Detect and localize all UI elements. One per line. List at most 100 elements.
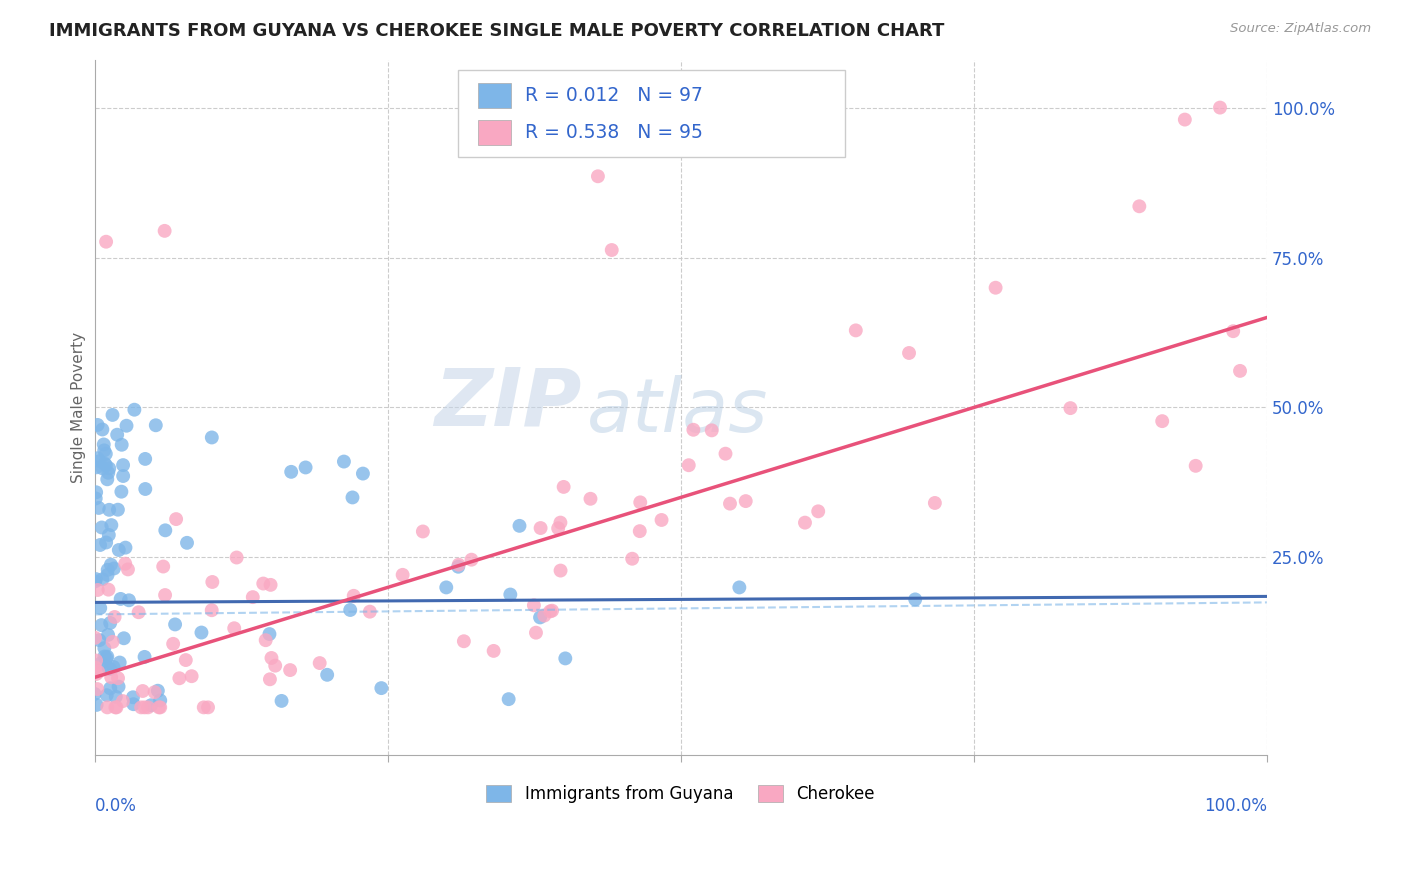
Point (87, 500, 110, 515)
Point (845, 323, 868, 337)
Point (107, 680, 129, 694)
Point (131, 684, 153, 698)
Point (98, 461, 121, 475)
Legend: Immigrants from Guyana, Cherokee: Immigrants from Guyana, Cherokee (479, 778, 882, 810)
Text: 100.0%: 100.0% (1204, 797, 1267, 815)
Point (134, 482, 156, 496)
Point (105, 700, 128, 714)
Text: 0.0%: 0.0% (94, 797, 136, 815)
Point (628, 524, 651, 538)
Point (115, 418, 138, 433)
Point (523, 599, 546, 613)
Point (391, 567, 413, 582)
Point (1229, 364, 1251, 378)
Point (259, 673, 281, 687)
Text: ZIP: ZIP (433, 365, 581, 443)
Point (87, 582, 110, 597)
Point (104, 690, 127, 704)
Point (342, 491, 364, 505)
Point (1059, 401, 1081, 416)
Point (108, 656, 131, 670)
Point (93, 457, 115, 471)
Point (87, 665, 110, 679)
Point (498, 692, 520, 706)
Point (84, 660, 107, 674)
Point (100, 518, 122, 533)
Point (201, 430, 224, 444)
Point (165, 512, 187, 526)
Point (533, 608, 555, 623)
Point (107, 502, 129, 516)
Point (529, 521, 551, 535)
Point (1128, 199, 1150, 213)
Point (96, 688, 118, 702)
Point (122, 690, 145, 705)
Point (97, 528, 120, 542)
Point (134, 451, 156, 466)
Point (447, 559, 470, 574)
Point (197, 700, 219, 714)
Point (924, 496, 946, 510)
Point (89, 633, 111, 648)
Point (96, 568, 118, 582)
Point (550, 564, 572, 578)
Point (96, 651, 118, 665)
Point (984, 281, 1007, 295)
Point (728, 581, 751, 595)
Point (153, 588, 176, 602)
Point (94, 447, 117, 461)
Point (149, 693, 172, 707)
Point (101, 635, 124, 649)
Point (148, 700, 170, 714)
Point (586, 169, 609, 184)
FancyBboxPatch shape (478, 120, 510, 145)
Point (111, 694, 134, 708)
Point (86, 698, 108, 712)
Point (93, 641, 115, 656)
Point (110, 591, 132, 606)
Point (110, 484, 132, 499)
Point (176, 536, 198, 550)
Point (128, 605, 150, 619)
Point (508, 519, 530, 533)
Point (412, 524, 434, 539)
Point (898, 346, 921, 360)
Point (165, 617, 187, 632)
Point (152, 559, 174, 574)
Point (541, 604, 564, 618)
Point (1209, 101, 1232, 115)
Point (98, 503, 121, 517)
Point (264, 658, 287, 673)
Point (89, 601, 111, 615)
Point (94, 458, 117, 472)
Point (628, 495, 651, 509)
Point (145, 418, 167, 433)
Point (136, 700, 159, 714)
Point (352, 467, 374, 481)
Point (97, 563, 120, 577)
Point (460, 552, 482, 566)
Point (259, 627, 281, 641)
Point (621, 551, 644, 566)
Point (107, 671, 129, 685)
Point (86, 681, 108, 696)
FancyBboxPatch shape (458, 70, 845, 157)
Point (94, 235, 117, 249)
Point (169, 671, 191, 685)
Point (700, 423, 723, 437)
Point (180, 669, 202, 683)
Point (84, 653, 107, 667)
Point (600, 243, 623, 257)
Point (89, 538, 111, 552)
Point (122, 697, 145, 711)
Point (794, 516, 817, 530)
Point (134, 649, 156, 664)
Point (149, 700, 172, 714)
Point (98, 681, 121, 696)
Point (89, 454, 111, 468)
Point (370, 681, 392, 695)
Point (734, 494, 756, 508)
Point (105, 427, 128, 442)
Point (114, 557, 136, 571)
Point (447, 558, 470, 572)
